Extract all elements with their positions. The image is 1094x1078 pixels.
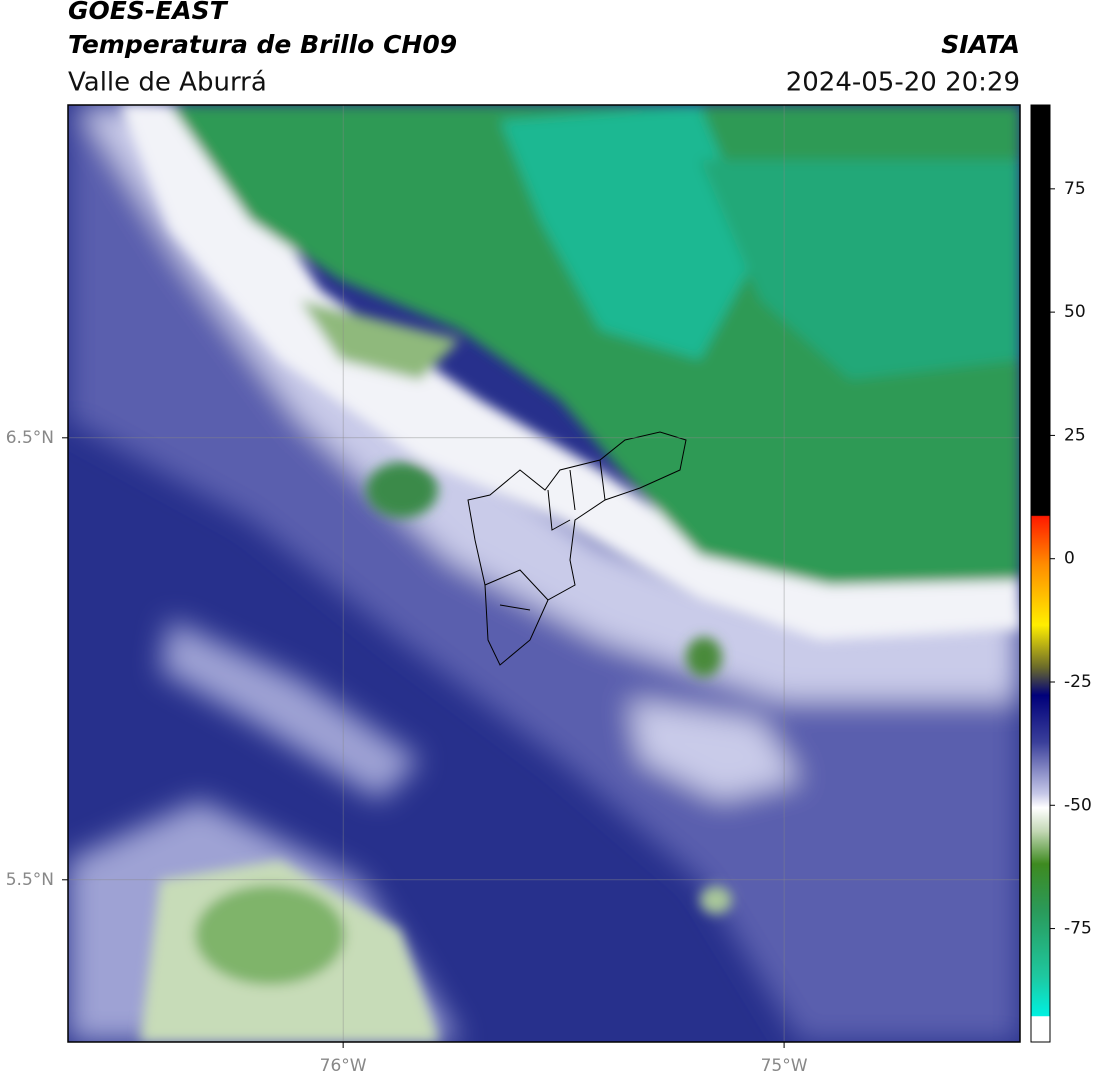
x-tick-label: 76°W bbox=[320, 1056, 367, 1076]
colorbar-tick-label: -50 bbox=[1064, 795, 1092, 815]
colorbar-tick-label: 25 bbox=[1064, 425, 1086, 445]
datetime: 2024-05-20 20:29 bbox=[786, 68, 1020, 98]
valley-outline bbox=[467, 431, 687, 666]
satellite-image bbox=[68, 105, 1020, 1042]
region: Valle de Aburrá bbox=[68, 68, 267, 98]
colorbar-tick-label: 75 bbox=[1064, 179, 1086, 199]
subtitle: Temperatura de Brillo CH09 bbox=[68, 30, 457, 59]
source: SIATA bbox=[941, 30, 1020, 59]
colorbar bbox=[1030, 104, 1051, 1043]
y-tick-label: 6.5°N bbox=[6, 428, 54, 448]
grid bbox=[68, 105, 1020, 1042]
map-frame bbox=[67, 104, 1021, 1043]
colorbar-tick-label: 50 bbox=[1064, 302, 1086, 322]
colorbar-tick-label: 0 bbox=[1064, 549, 1075, 569]
colorbar-tick-label: -25 bbox=[1064, 672, 1092, 692]
y-tick-label: 5.5°N bbox=[6, 870, 54, 890]
x-tick-label: 75°W bbox=[761, 1056, 808, 1076]
colorbar-tick-label: -75 bbox=[1064, 919, 1092, 939]
title: GOES-EAST bbox=[68, 0, 229, 25]
